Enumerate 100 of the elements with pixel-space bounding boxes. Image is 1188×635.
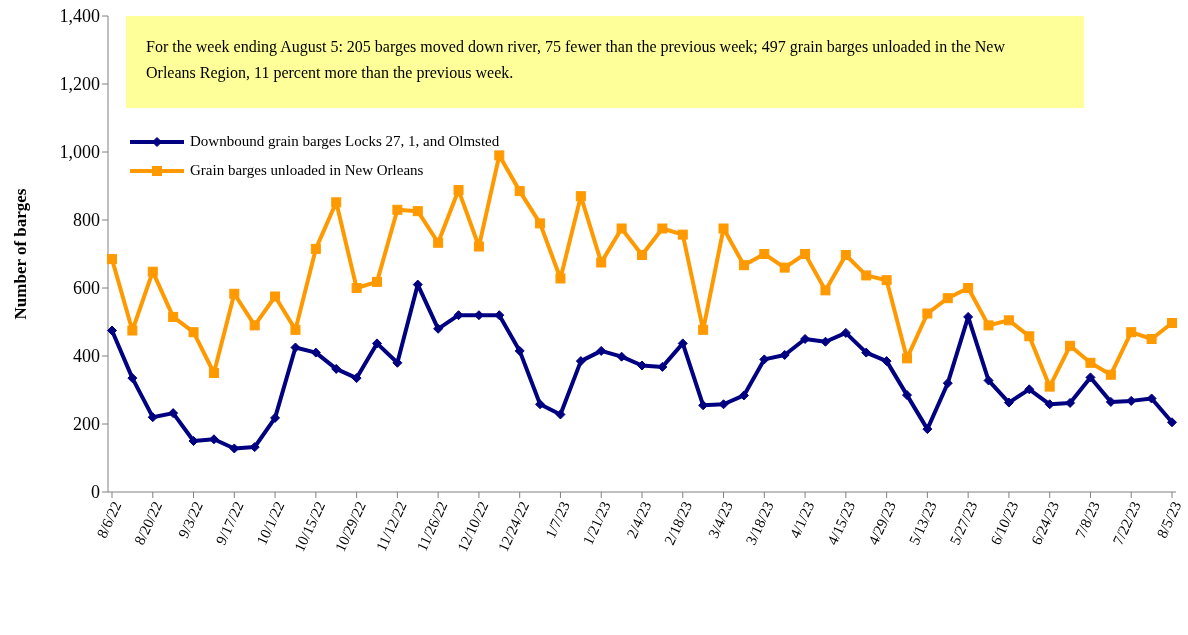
point xyxy=(453,185,464,196)
point xyxy=(779,262,790,273)
point xyxy=(922,424,933,435)
point xyxy=(168,408,179,419)
x-tick-label: 1/7/23 xyxy=(542,499,573,541)
point xyxy=(637,250,647,261)
point xyxy=(1024,331,1035,342)
point xyxy=(738,260,749,271)
point xyxy=(208,368,219,378)
y-tick-label: 600 xyxy=(73,278,100,299)
y-tick-label: 400 xyxy=(73,346,100,367)
point xyxy=(290,324,301,335)
point xyxy=(575,191,586,202)
x-tick-label: 4/1/23 xyxy=(786,499,818,541)
point xyxy=(433,237,444,248)
point xyxy=(555,273,566,284)
point xyxy=(983,320,994,331)
point xyxy=(514,186,525,197)
point xyxy=(1105,396,1116,407)
point xyxy=(412,206,423,217)
point xyxy=(555,409,566,420)
point xyxy=(1085,372,1096,383)
point xyxy=(168,311,179,322)
point xyxy=(738,390,749,401)
x-tick-label: 3/4/23 xyxy=(705,499,736,541)
point xyxy=(1146,334,1157,344)
point xyxy=(188,327,199,338)
point xyxy=(1024,384,1035,395)
point xyxy=(657,223,668,234)
point xyxy=(840,327,851,338)
point xyxy=(535,399,546,410)
point xyxy=(270,412,281,423)
x-tick-label: 8/5/23 xyxy=(1153,499,1185,541)
point xyxy=(616,351,627,362)
x-tick-label: 9/3/22 xyxy=(175,499,206,541)
point xyxy=(963,283,974,293)
point xyxy=(535,218,546,229)
y-tick-label: 1,000 xyxy=(59,142,100,163)
point xyxy=(290,342,301,353)
point xyxy=(147,266,158,277)
point xyxy=(677,229,688,240)
legend-label: Downbound grain barges Locks 27, 1, and Olmsted xyxy=(190,133,500,150)
point xyxy=(1126,327,1137,338)
point xyxy=(759,354,770,365)
point xyxy=(107,325,117,336)
point xyxy=(351,283,362,293)
y-axis-title: Number of barges xyxy=(11,188,31,320)
point xyxy=(596,345,607,356)
point xyxy=(147,412,158,423)
point xyxy=(310,243,321,254)
point xyxy=(310,347,321,358)
point xyxy=(473,241,484,252)
point xyxy=(698,324,709,335)
point xyxy=(677,338,688,349)
x-tick-label: 4/29/23 xyxy=(865,499,899,548)
point xyxy=(1085,357,1096,368)
point xyxy=(392,204,403,215)
point xyxy=(372,338,382,349)
point xyxy=(902,390,912,401)
y-tick-label: 800 xyxy=(73,210,100,231)
point xyxy=(1167,318,1177,329)
point xyxy=(433,323,444,334)
point xyxy=(1065,340,1076,351)
point xyxy=(1167,417,1177,428)
point xyxy=(351,373,362,384)
point xyxy=(983,375,994,386)
note-box: For the week ending August 5: 205 barges moved down river, 75 fewer than the previous week; 497 grain barges unloaded in the New Orleans Region, 11 percent more than the previous week. xyxy=(126,16,1084,108)
legend-label: Grain barges unloaded in New Orleans xyxy=(190,162,424,179)
point xyxy=(107,254,117,265)
x-tick-label: 2/4/23 xyxy=(623,499,655,541)
point xyxy=(331,363,342,374)
y-tick-label: 1,400 xyxy=(59,6,100,27)
y-tick-label: 1,200 xyxy=(59,74,100,95)
point xyxy=(942,293,953,304)
point xyxy=(820,285,831,296)
point xyxy=(127,373,138,384)
point xyxy=(861,270,872,281)
point xyxy=(229,288,240,299)
point xyxy=(861,347,872,358)
point xyxy=(392,357,403,368)
point xyxy=(759,249,770,259)
point xyxy=(127,325,138,336)
point xyxy=(881,275,892,286)
point xyxy=(1044,381,1055,392)
point xyxy=(718,223,729,234)
point xyxy=(942,378,953,389)
point xyxy=(1003,315,1014,326)
point xyxy=(494,150,505,161)
point xyxy=(575,356,586,367)
point xyxy=(1065,397,1076,408)
x-tick-label: 7/8/23 xyxy=(1072,499,1103,541)
point xyxy=(902,353,912,364)
point xyxy=(800,249,811,259)
point xyxy=(616,223,627,234)
point xyxy=(249,320,260,331)
point xyxy=(331,197,342,208)
point xyxy=(1105,369,1116,380)
point xyxy=(270,291,281,302)
point xyxy=(922,308,933,319)
point xyxy=(840,250,851,261)
